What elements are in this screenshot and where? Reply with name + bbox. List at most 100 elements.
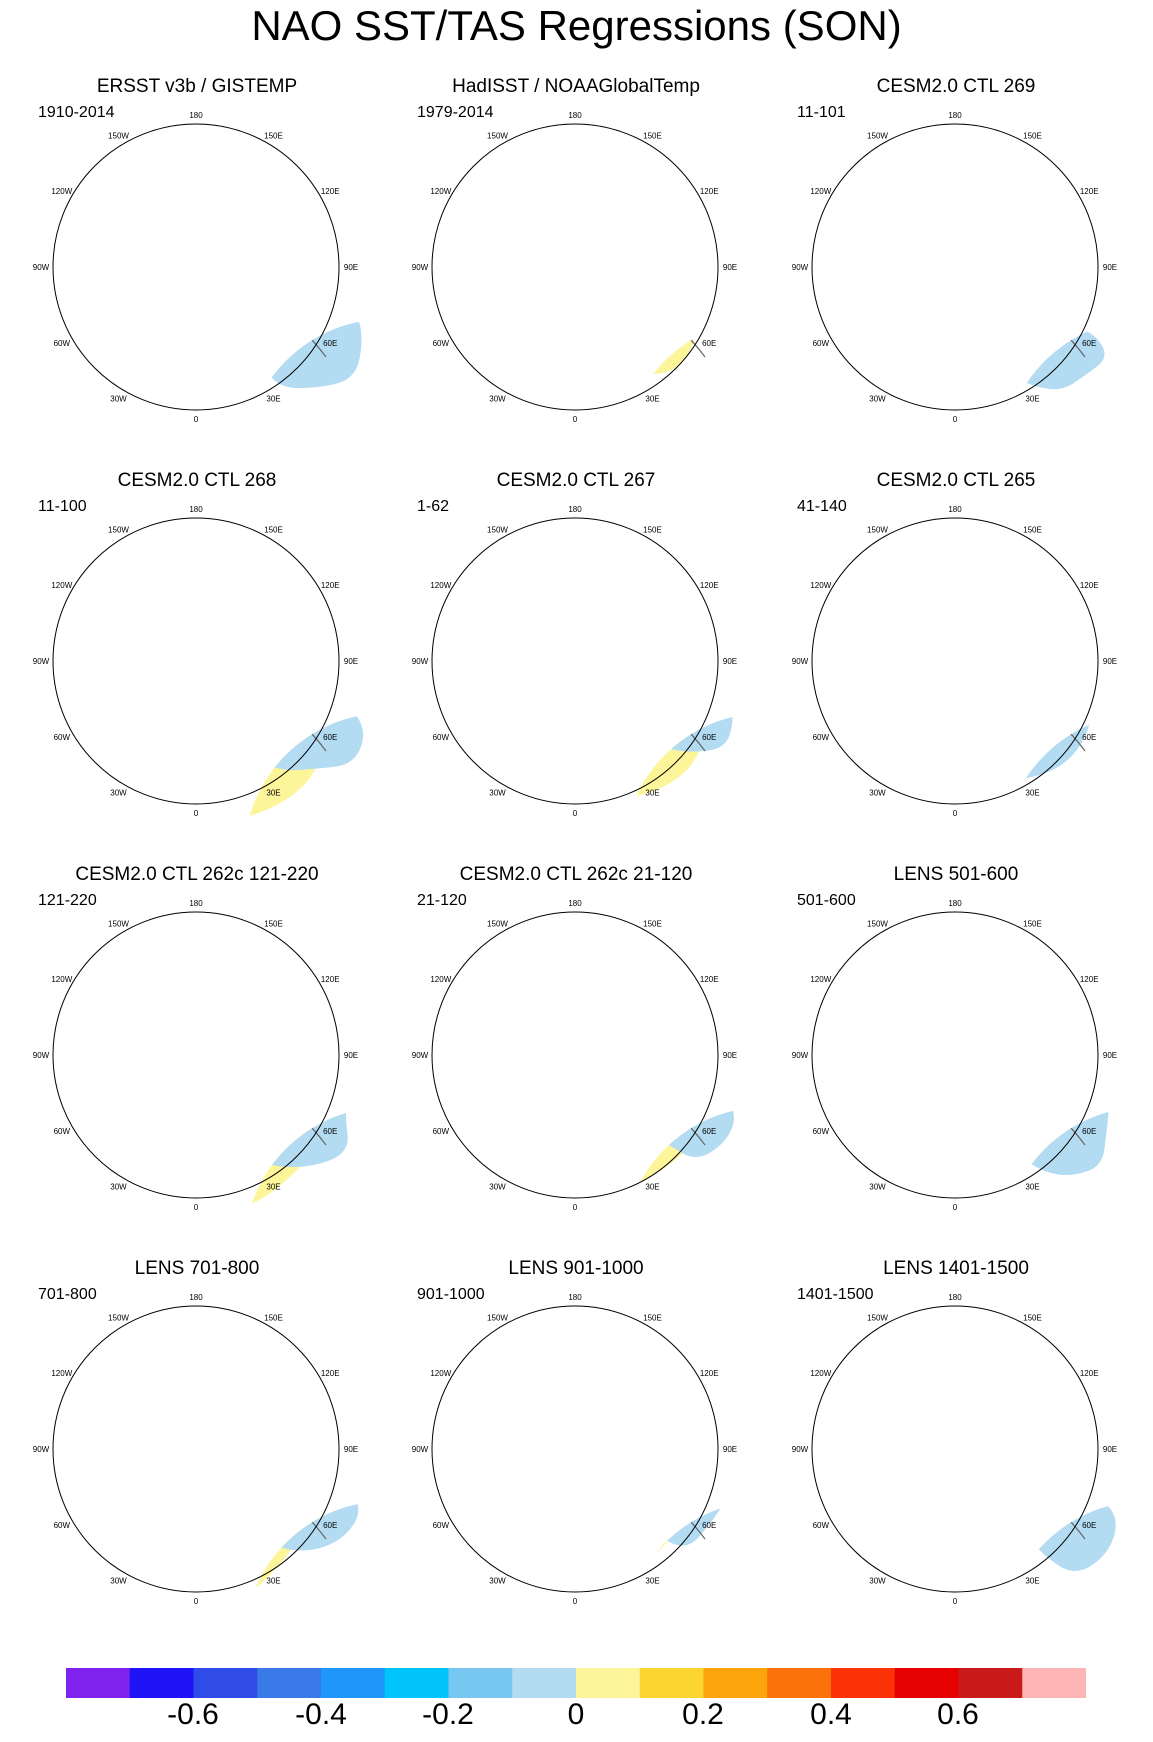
polar-map: 180 150E 120E 90E 60E 30E 0 30W 60W 90W 120W 150W (33, 899, 358, 1212)
panel-title: HadISST / NOAAGlobalTemp (452, 76, 700, 97)
panel-period: 1979-2014 (417, 104, 494, 121)
longitude-label: 60W (433, 1521, 450, 1530)
longitude-label: 90E (1103, 1051, 1117, 1060)
anomaly-region (480, 241, 593, 316)
coastline (535, 711, 605, 811)
longitude-label: 90W (412, 263, 429, 272)
longitude-label: 60W (54, 1127, 71, 1136)
anomaly-region (258, 1501, 359, 1551)
longitude-label: 0 (194, 1597, 199, 1606)
longitude-label: 30E (1025, 395, 1039, 404)
longitude-label: 30E (1025, 789, 1039, 798)
map-background-field (1003, 1107, 1080, 1189)
coastline (965, 1044, 982, 1064)
colorbar-swatch (448, 1668, 513, 1698)
coastline (66, 586, 334, 634)
coastline (156, 317, 226, 417)
longitude-label: 120W (810, 1369, 831, 1378)
longitude-label: 120W (51, 975, 72, 984)
longitude-label: 120E (700, 581, 719, 590)
longitude-label: 90W (412, 1051, 429, 1060)
anomaly-region (182, 1378, 271, 1489)
panel-title: CESM2.0 CTL 269 (876, 76, 1036, 97)
longitude-label: 120W (810, 581, 831, 590)
coastline (515, 1434, 547, 1462)
map-border (811, 517, 1099, 805)
anomaly-region (832, 576, 929, 624)
longitude-label: 90E (1103, 657, 1117, 666)
anomaly-region (190, 153, 223, 182)
map-background-field (623, 713, 709, 800)
longitude-label: 30E (1025, 1183, 1039, 1192)
longitude-label: 180 (189, 1293, 203, 1302)
polar-map: 180 150E 120E 90E 60E 30E 0 30W 60W 90W 120W 150W (792, 899, 1117, 1212)
anomaly-region (920, 142, 1049, 196)
coastline (1003, 713, 1086, 752)
anomaly-region (504, 1050, 560, 1094)
longitude-label: 30E (645, 1183, 659, 1192)
longitude-label: 90E (723, 1445, 737, 1454)
colorbar-label: 0.2 (682, 1698, 724, 1731)
longitude-label: 90W (33, 1445, 50, 1454)
longitude-label: 150W (108, 919, 129, 928)
anomaly-region (39, 622, 118, 741)
longitude-label: 30W (110, 789, 127, 798)
longitude-label: 30W (110, 1183, 127, 1192)
polar-map: 180 150E 120E 90E 60E 30E 0 30W 60W 90W 120W 150W (33, 505, 364, 820)
longitude-label: 30W (110, 1577, 127, 1586)
anomaly-region (441, 176, 561, 238)
longitude-label: 60W (813, 733, 830, 742)
longitude-label: 150E (643, 1313, 662, 1322)
panel-period: 1-62 (417, 498, 450, 515)
anomaly-region (426, 527, 604, 675)
panel-title: ERSST v3b / GISTEMP (96, 76, 298, 97)
coastline (136, 1040, 168, 1068)
coastline (634, 729, 662, 757)
anomaly-region (167, 1332, 232, 1370)
longitude-label: 60E (702, 1521, 716, 1530)
coastline (915, 711, 985, 811)
map-border (811, 1305, 1099, 1593)
coastline (825, 1374, 1093, 1422)
map-border (431, 1305, 719, 1593)
longitude-label: 60W (433, 339, 450, 348)
coastline (206, 650, 223, 670)
panel-period: 901-1000 (417, 1286, 485, 1303)
longitude-label: 30E (645, 395, 659, 404)
colorbar-label: 0.4 (810, 1698, 852, 1731)
map-panel-ctl267: 180 150E 120E 90E 60E 30E 0 30W 60W 90W 120W 150W CE… (384, 466, 768, 860)
anomaly-region (247, 713, 364, 771)
panel-period: 11-101 (797, 104, 846, 121)
coastline (515, 646, 547, 674)
longitude-label: 120W (430, 1369, 451, 1378)
panel-title: CESM2.0 CTL 267 (496, 470, 656, 491)
colorbar-swatches (66, 1668, 1086, 1698)
anomaly-region (532, 603, 599, 660)
longitude-label: 90E (344, 1051, 358, 1060)
anomaly-region (524, 189, 579, 221)
longitude-label: 150E (264, 525, 283, 534)
longitude-label: 120E (700, 975, 719, 984)
panel-period: 701-800 (38, 1286, 97, 1303)
longitude-label: 150W (867, 919, 888, 928)
anomaly-region (97, 133, 216, 183)
longitude-label: 180 (568, 505, 582, 514)
longitude-label: 120E (321, 1369, 340, 1378)
longitude-label: 180 (948, 1293, 962, 1302)
anomaly-region (137, 670, 216, 726)
polar-map: 180 150E 120E 90E 60E 30E 0 30W 60W 90W 120W 150W (412, 899, 739, 1212)
coastline (136, 1434, 168, 1462)
anomaly-region (811, 293, 902, 379)
longitude-label: 30W (869, 789, 886, 798)
longitude-label: 180 (568, 1293, 582, 1302)
longitude-label: 0 (573, 809, 578, 818)
panel-period: 1910-2014 (38, 104, 115, 121)
coastline (623, 713, 706, 752)
longitude-label: 60W (813, 1521, 830, 1530)
colorbar-swatch (512, 1668, 577, 1698)
longitude-label: 180 (568, 899, 582, 908)
map-panel-ctl268: 180 150E 120E 90E 60E 30E 0 30W 60W 90W 120W 150W CE… (5, 466, 389, 860)
longitude-label: 120W (430, 187, 451, 196)
panel-title: CESM2.0 CTL 262c 21-120 (459, 864, 693, 885)
coastline (1003, 1501, 1086, 1540)
